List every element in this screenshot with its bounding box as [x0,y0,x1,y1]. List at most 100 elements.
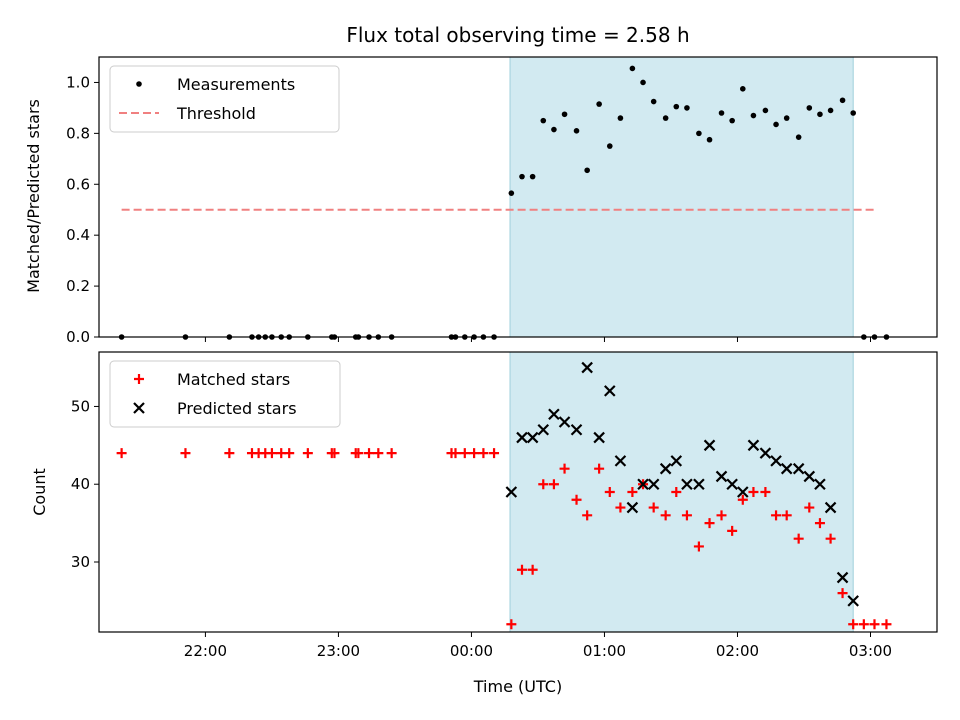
bottom-shaded-span [509,351,854,633]
matched-stars-point [615,502,626,513]
matched-stars-point [771,510,782,521]
bottom-y-tick-label: 40 [71,475,90,493]
matched-stars-point [627,487,638,497]
measurements-point [673,103,680,110]
measurements-point [706,136,713,143]
measurements-point [806,105,813,111]
predicted-stars-point [715,470,728,483]
matched-stars-point [716,510,727,521]
predicted-stars-point [726,478,738,490]
matched-stars-point [837,588,848,599]
measurements-point [573,128,580,134]
measurements-point [508,190,515,196]
matched-stars-point [116,448,127,459]
matched-stars-point [814,518,825,529]
bottom-y-axis-label: Count [30,468,49,516]
matched-stars-point [538,479,549,490]
bottom-panel: 30 40 50 22:00 23:00 00:00 01:00 02:00 03:00 Matc… [71,351,938,660]
predicted-stars-point [670,455,683,467]
measurements-point [551,126,557,133]
matched-stars-point [693,541,704,552]
matched-stars-point [881,619,892,630]
matched-stars-point [353,448,364,459]
measurements-point [662,115,669,121]
predicted-stars-point [770,455,782,467]
matched-stars-point [748,487,759,497]
measurements-point [561,111,568,118]
predicted-stars-point [792,462,805,475]
matched-stars-point [869,619,880,630]
matched-stars-point [266,448,277,459]
matched-stars-point [284,448,295,459]
matched-stars-point [681,510,692,521]
measurements-point [684,105,690,111]
predicted-stars-point [548,408,560,420]
measurements-point [783,115,790,121]
measurements-point [584,167,590,174]
matched-stars-legend-marker [134,374,144,384]
matched-stars-point [825,533,836,544]
matched-stars-point [459,448,470,459]
matched-stars-legend-label: Matched stars [177,370,290,389]
matched-stars-point [660,510,671,521]
matched-stars-point [571,494,582,505]
predicted-stars-point [693,478,705,490]
bottom-x-tick-label: 03:00 [849,642,892,660]
bottom-x-tick-label: 22:00 [184,642,227,660]
matched-stars-point [516,564,527,575]
measurements-point [718,110,725,116]
bottom-legend: Matched stars Predicted stars [109,360,341,428]
matched-stars-point [793,533,804,544]
measurements-point [606,143,613,149]
predicted-stars-point [681,478,693,490]
bottom-legend-box [109,360,341,428]
measurements-point [839,97,846,104]
matched-stars-point [594,463,605,474]
matched-stars-point [559,463,570,474]
matched-stars-point [804,502,815,513]
predicted-stars-point [526,431,539,444]
predicted-stars-point [847,595,859,607]
top-shaded-span [509,56,854,338]
measurements-point [773,121,779,128]
predicted-stars-point [570,424,583,436]
measurements-point [650,98,657,105]
measurements-point [750,112,757,119]
measurements-point [596,101,602,107]
matched-stars-point [373,448,384,459]
predicted-stars-point [626,501,639,514]
measurements-legend-marker [136,81,142,87]
measurements-point [850,110,856,116]
top-y-tick-label: 0.6 [66,175,90,193]
measurements-point [529,173,536,180]
predicted-stars-point [759,447,772,459]
measurements-point [617,115,624,121]
matched-stars-point [760,487,771,497]
predicted-stars-point [824,501,837,514]
top-panel: 0.0 0.2 0.4 0.6 0.8 1.0 Measurements Threshold [66,56,938,346]
predicted-stars-point [516,431,528,444]
matched-stars-point [450,448,461,459]
predicted-stars-point [614,455,627,467]
top-y-tick-label: 1.0 [66,73,90,91]
chart-title: Flux total observing time = 2.58 h [346,23,689,47]
predicted-stars-point [647,478,660,490]
threshold-legend-label: Threshold [176,104,256,123]
predicted-stars-legend-marker [133,402,145,414]
measurements-point [739,86,746,92]
measurements-point [629,65,636,72]
measurements-point [827,107,834,114]
predicted-stars-point [537,424,550,436]
matched-stars-point [527,564,538,575]
plot-layer: 0.0 0.2 0.4 0.6 0.8 1.0 Measurements Threshold 3… [66,56,938,660]
predicted-stars-point [593,431,605,444]
bottom-x-tick-label: 02:00 [716,642,759,660]
top-y-tick-label: 0.2 [66,277,90,295]
matched-stars-point [489,448,500,459]
bottom-y-tick-label: 50 [71,397,90,415]
top-legend-box [109,65,340,133]
matched-stars-point [506,619,517,630]
predicted-stars-point [558,416,571,428]
top-y-tick-label: 0.0 [66,328,90,346]
predicted-stars-point [747,439,760,452]
